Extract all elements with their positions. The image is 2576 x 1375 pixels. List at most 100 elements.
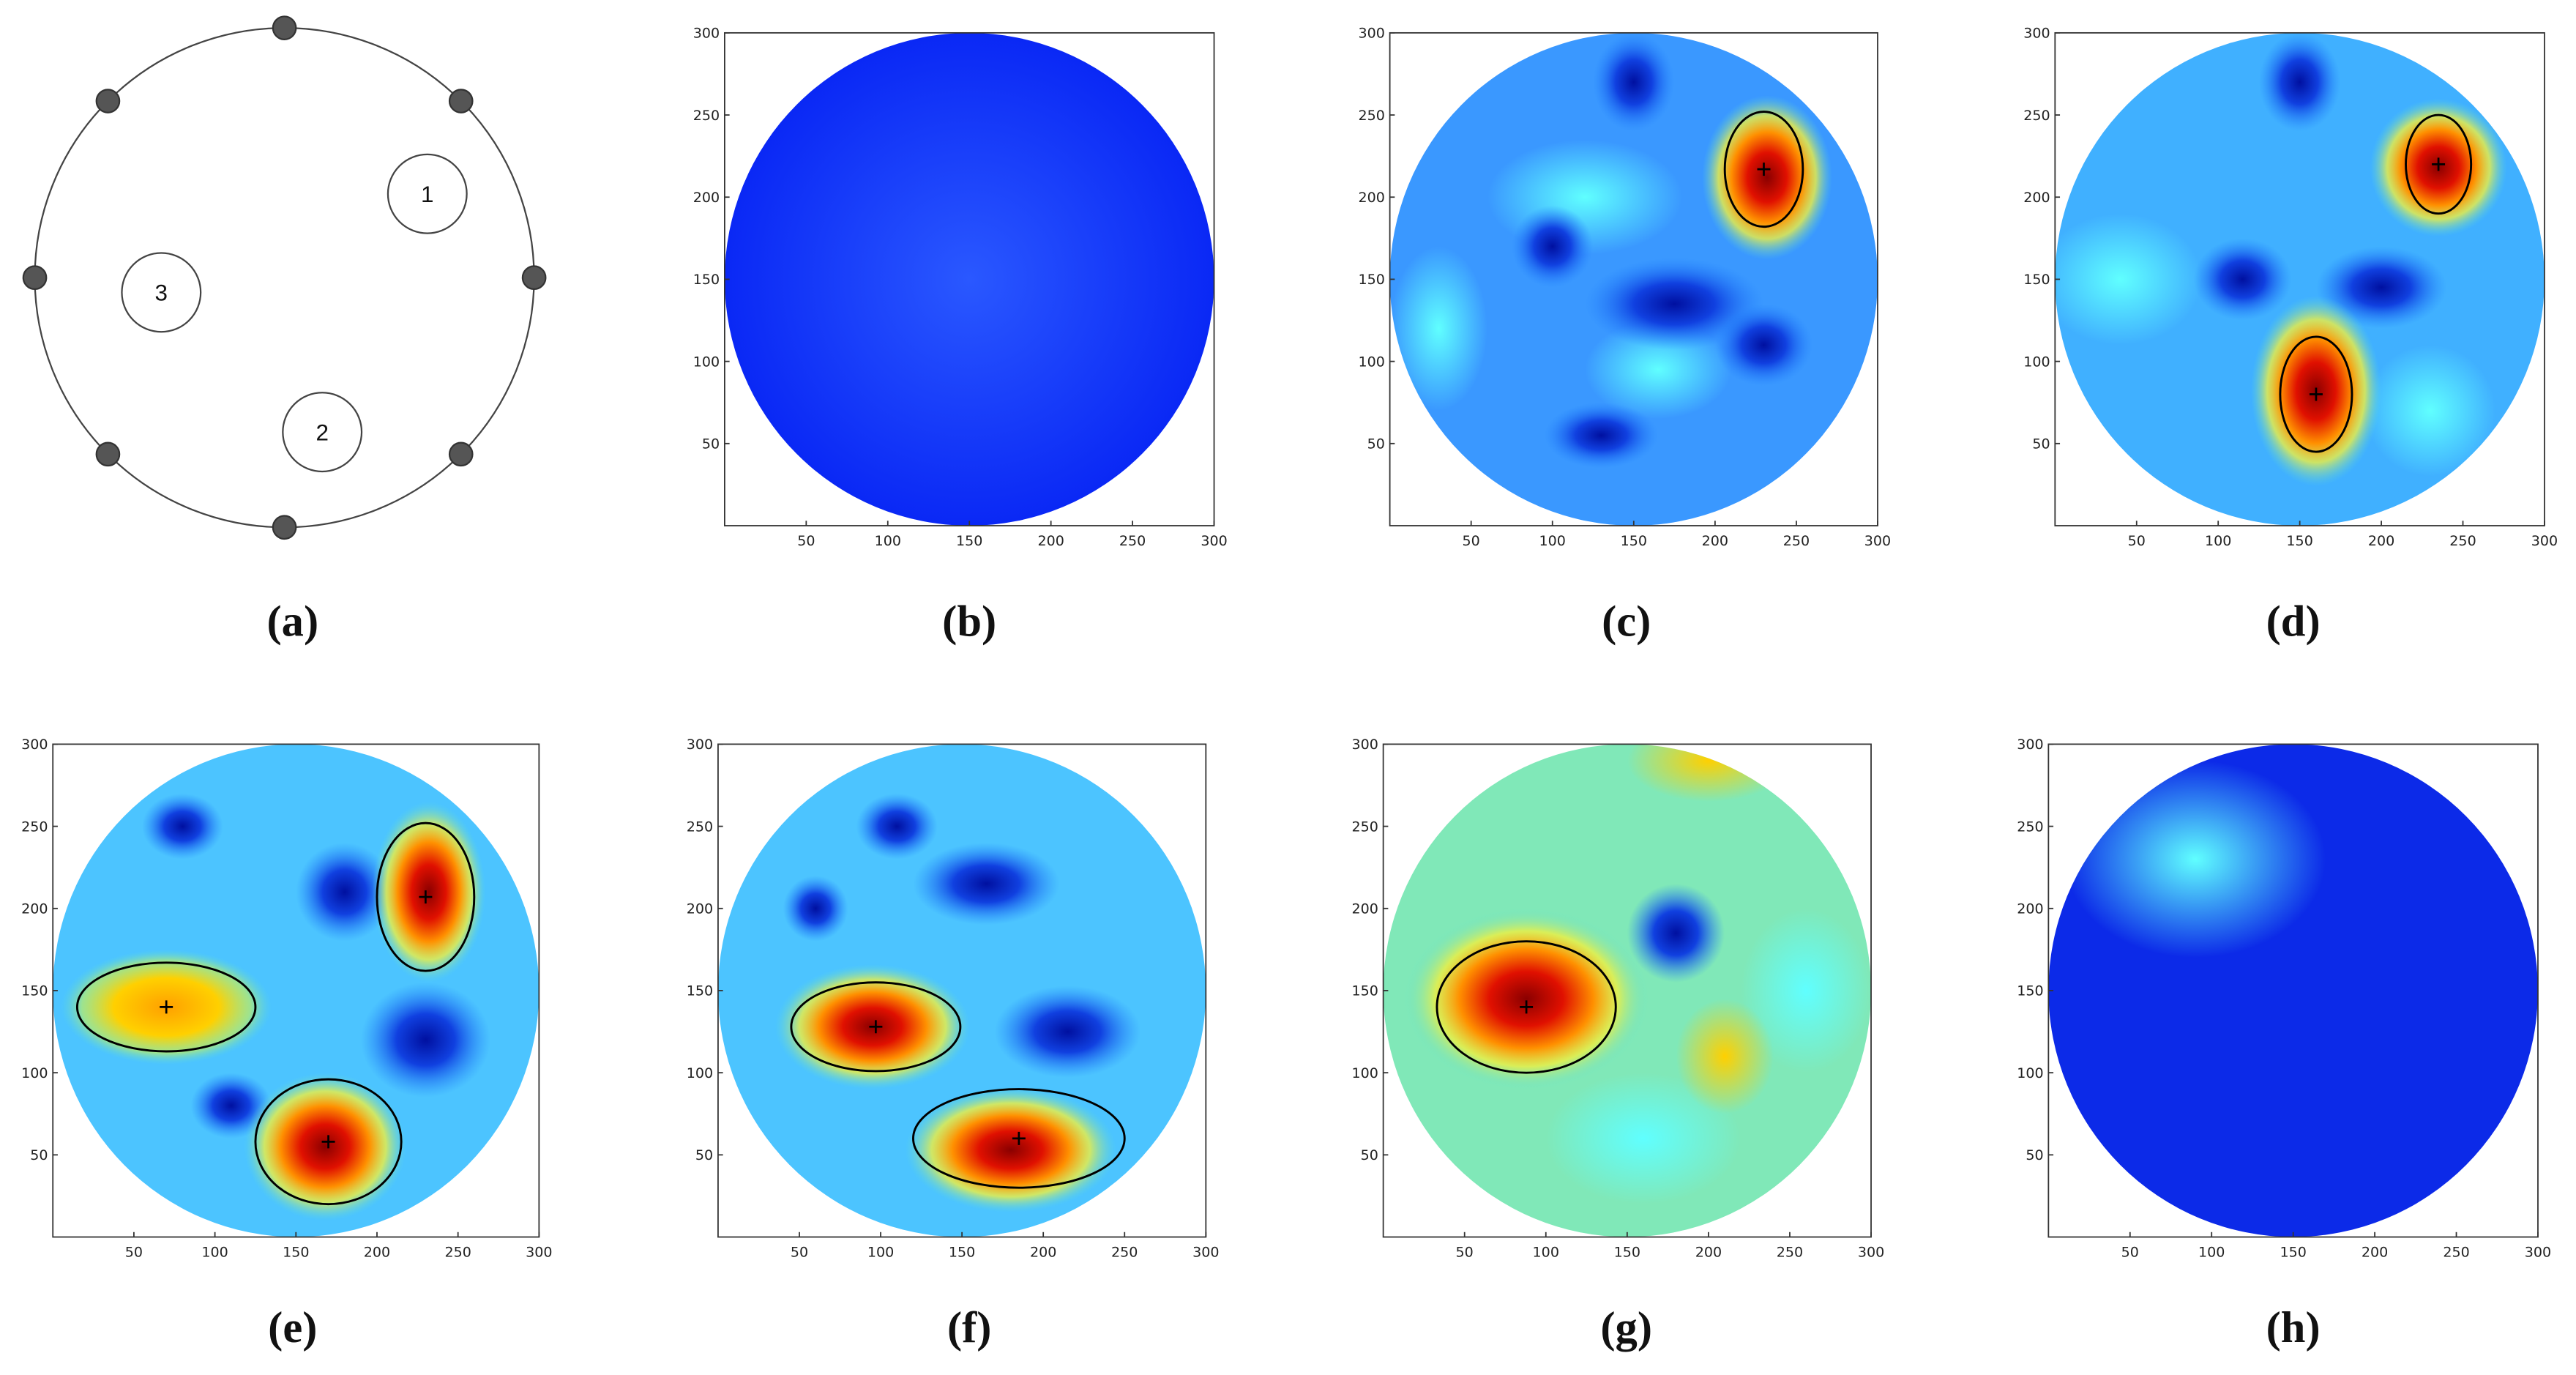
y-tick-label: 150 <box>2023 272 2050 288</box>
heat-blob <box>372 801 486 983</box>
heat-blob <box>2055 213 2202 346</box>
y-tick-label: 50 <box>2026 1147 2043 1163</box>
centroid-marker <box>869 1020 883 1034</box>
heat-blob <box>1676 999 1774 1114</box>
y-tick-label: 150 <box>2017 983 2043 999</box>
contour <box>75 961 257 1053</box>
heat-blob <box>1627 884 1725 983</box>
heatmap <box>724 32 1214 526</box>
y-tick-label: 100 <box>21 1065 48 1081</box>
heatmap <box>1383 744 1872 1237</box>
x-tick-label: 250 <box>2443 1244 2469 1260</box>
electrode <box>95 89 121 113</box>
heatmap-panel: 50 100 150 200 250 300 50 100 150 200 250 300 <box>687 737 1220 1260</box>
x-tick-label: 50 <box>1463 533 1480 549</box>
heatmap <box>2055 32 2545 526</box>
panel-caption: (f) <box>947 1303 992 1352</box>
y-tick-label: 150 <box>693 272 720 288</box>
x-tick-label: 50 <box>1456 1244 1474 1260</box>
x-tick-label: 100 <box>2205 533 2231 549</box>
panel-caption: (c) <box>1602 597 1651 646</box>
inclusion <box>387 153 468 234</box>
x-tick-label: 250 <box>2449 533 2476 549</box>
contour <box>1436 940 1617 1074</box>
x-tick-label: 100 <box>2198 1244 2225 1260</box>
centroid-marker <box>1012 1131 1026 1145</box>
y-tick-label: 50 <box>1361 1147 1378 1163</box>
heat-blob <box>2193 238 2292 321</box>
inclusion-label: 3 <box>155 280 168 306</box>
y-tick-label: 250 <box>687 819 713 835</box>
heat-blob <box>856 793 938 860</box>
x-tick-label: 100 <box>1533 1244 1559 1260</box>
y-tick-label: 250 <box>2023 108 2050 124</box>
y-tick-label: 250 <box>21 819 48 835</box>
heatmap-panel: 50 100 150 200 250 300 50 100 150 200 250 300 <box>1352 737 1885 1260</box>
x-tick-label: 150 <box>283 1244 309 1260</box>
y-tick-label: 150 <box>1358 272 1384 288</box>
x-tick-label: 200 <box>1695 1244 1722 1260</box>
y-tick-label: 50 <box>1367 436 1385 452</box>
y-tick-label: 200 <box>1358 190 1384 206</box>
x-tick-label: 200 <box>1702 533 1728 549</box>
x-tick-label: 50 <box>2128 533 2146 549</box>
x-tick-label: 150 <box>1614 1244 1640 1260</box>
centroid-marker <box>2309 387 2323 401</box>
x-tick-label: 200 <box>2362 1244 2388 1260</box>
panel-a: 1 2 3 <box>22 15 547 540</box>
electrode <box>448 441 474 467</box>
centroid-marker <box>1520 1000 1534 1014</box>
x-tick-label: 300 <box>1192 1244 1219 1260</box>
electrode <box>521 265 547 291</box>
heat-blob <box>905 1087 1117 1212</box>
heat-blob <box>1389 246 1487 411</box>
heat-blob <box>1404 908 1649 1089</box>
heat-blob <box>1544 402 1659 469</box>
y-tick-label: 300 <box>687 737 713 753</box>
x-tick-label: 50 <box>2121 1244 2139 1260</box>
x-tick-label: 100 <box>867 1244 894 1260</box>
heat-blob <box>1545 1073 1741 1204</box>
x-tick-label: 200 <box>364 1244 390 1260</box>
y-tick-label: 200 <box>21 901 48 917</box>
x-tick-label: 150 <box>2286 533 2312 549</box>
x-tick-label: 150 <box>2280 1244 2306 1260</box>
x-tick-label: 50 <box>791 1244 808 1260</box>
x-tick-label: 250 <box>1119 533 1146 549</box>
contour <box>376 821 476 972</box>
x-tick-label: 150 <box>949 1244 975 1260</box>
centroid-marker <box>1757 163 1771 176</box>
x-tick-label: 300 <box>2525 1244 2551 1260</box>
y-tick-label: 300 <box>2017 737 2043 753</box>
heat-blob <box>2315 246 2447 329</box>
heat-blob <box>783 875 848 942</box>
y-tick-label: 200 <box>2017 901 2043 917</box>
contour <box>790 981 962 1073</box>
y-tick-label: 200 <box>2023 190 2050 206</box>
y-tick-label: 100 <box>2023 354 2050 370</box>
heat-blob <box>2258 32 2341 132</box>
contour <box>1723 111 1804 228</box>
y-tick-label: 300 <box>1358 26 1384 42</box>
heatmap <box>1389 32 1878 526</box>
x-tick-label: 300 <box>1201 533 1227 549</box>
heat-blob <box>1585 258 1764 350</box>
y-tick-label: 200 <box>1352 901 1378 917</box>
heat-blob <box>1593 32 1675 132</box>
heatmap-panel: 50 100 150 200 250 300 50 100 150 200 250 300 <box>693 26 1228 549</box>
electrode <box>272 515 297 540</box>
heatmap <box>53 744 540 1237</box>
inclusion-label: 1 <box>421 182 433 207</box>
x-tick-label: 250 <box>1783 533 1810 549</box>
electrode <box>448 89 474 113</box>
contour <box>254 1078 403 1206</box>
heatmap <box>2048 744 2538 1237</box>
heat-blob <box>360 982 490 1098</box>
x-tick-label: 200 <box>2368 533 2394 549</box>
inclusion <box>282 392 363 473</box>
heatmap-panel: 50 100 150 200 250 300 50 100 150 200 250 300 <box>2017 737 2551 1260</box>
y-tick-label: 300 <box>1352 737 1378 753</box>
x-tick-label: 50 <box>797 533 815 549</box>
y-tick-label: 50 <box>702 436 720 452</box>
panel-caption: (h) <box>2266 1303 2321 1352</box>
